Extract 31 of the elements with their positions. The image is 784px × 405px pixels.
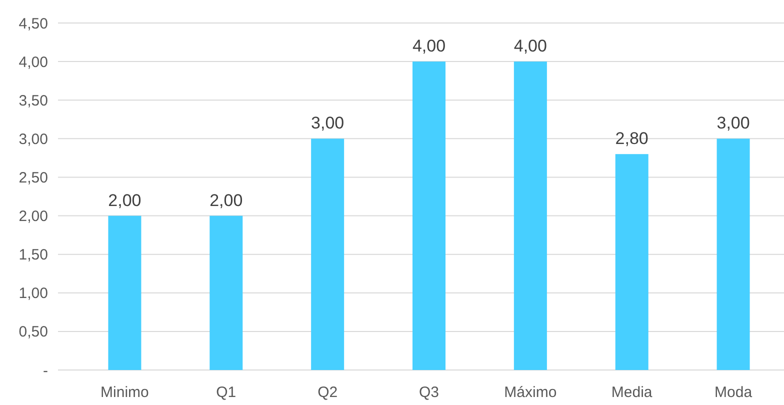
y-tick-label: 2,50 [18, 169, 48, 186]
data-label: 4,00 [514, 36, 547, 56]
data-label: 2,80 [615, 129, 648, 148]
bar [615, 154, 648, 370]
data-label: 3,00 [716, 114, 750, 133]
y-tick-label: 1,00 [18, 285, 48, 302]
x-tick-label: Q3 [418, 384, 440, 401]
x-tick-label: Q1 [216, 384, 236, 401]
y-tick-label: 4,00 [18, 54, 48, 71]
bar [412, 62, 446, 370]
y-tick-label: 2,00 [18, 208, 48, 226]
data-label: 2,00 [108, 190, 142, 210]
y-tick-label: 1,50 [18, 246, 48, 264]
x-tick-label: Minimo [100, 384, 149, 401]
bar [716, 138, 750, 370]
bar [210, 216, 243, 370]
bar [514, 62, 547, 370]
data-label: 2,00 [210, 190, 243, 210]
x-tick-label: Máximo [504, 384, 557, 401]
y-tick-label: 3,50 [18, 92, 48, 110]
x-tick-label: Moda [714, 384, 753, 401]
data-label: 4,00 [412, 36, 446, 56]
data-label: 3,00 [311, 114, 344, 133]
x-tick-label: Media [611, 384, 653, 401]
y-tick-label: 4,50 [18, 15, 48, 32]
bar [108, 216, 142, 370]
y-tick-label: - [43, 362, 48, 380]
y-tick-label: 3,00 [18, 130, 48, 148]
x-tick-label: Q2 [318, 384, 338, 401]
y-tick-label: 0,50 [18, 324, 48, 341]
bar [311, 138, 344, 370]
